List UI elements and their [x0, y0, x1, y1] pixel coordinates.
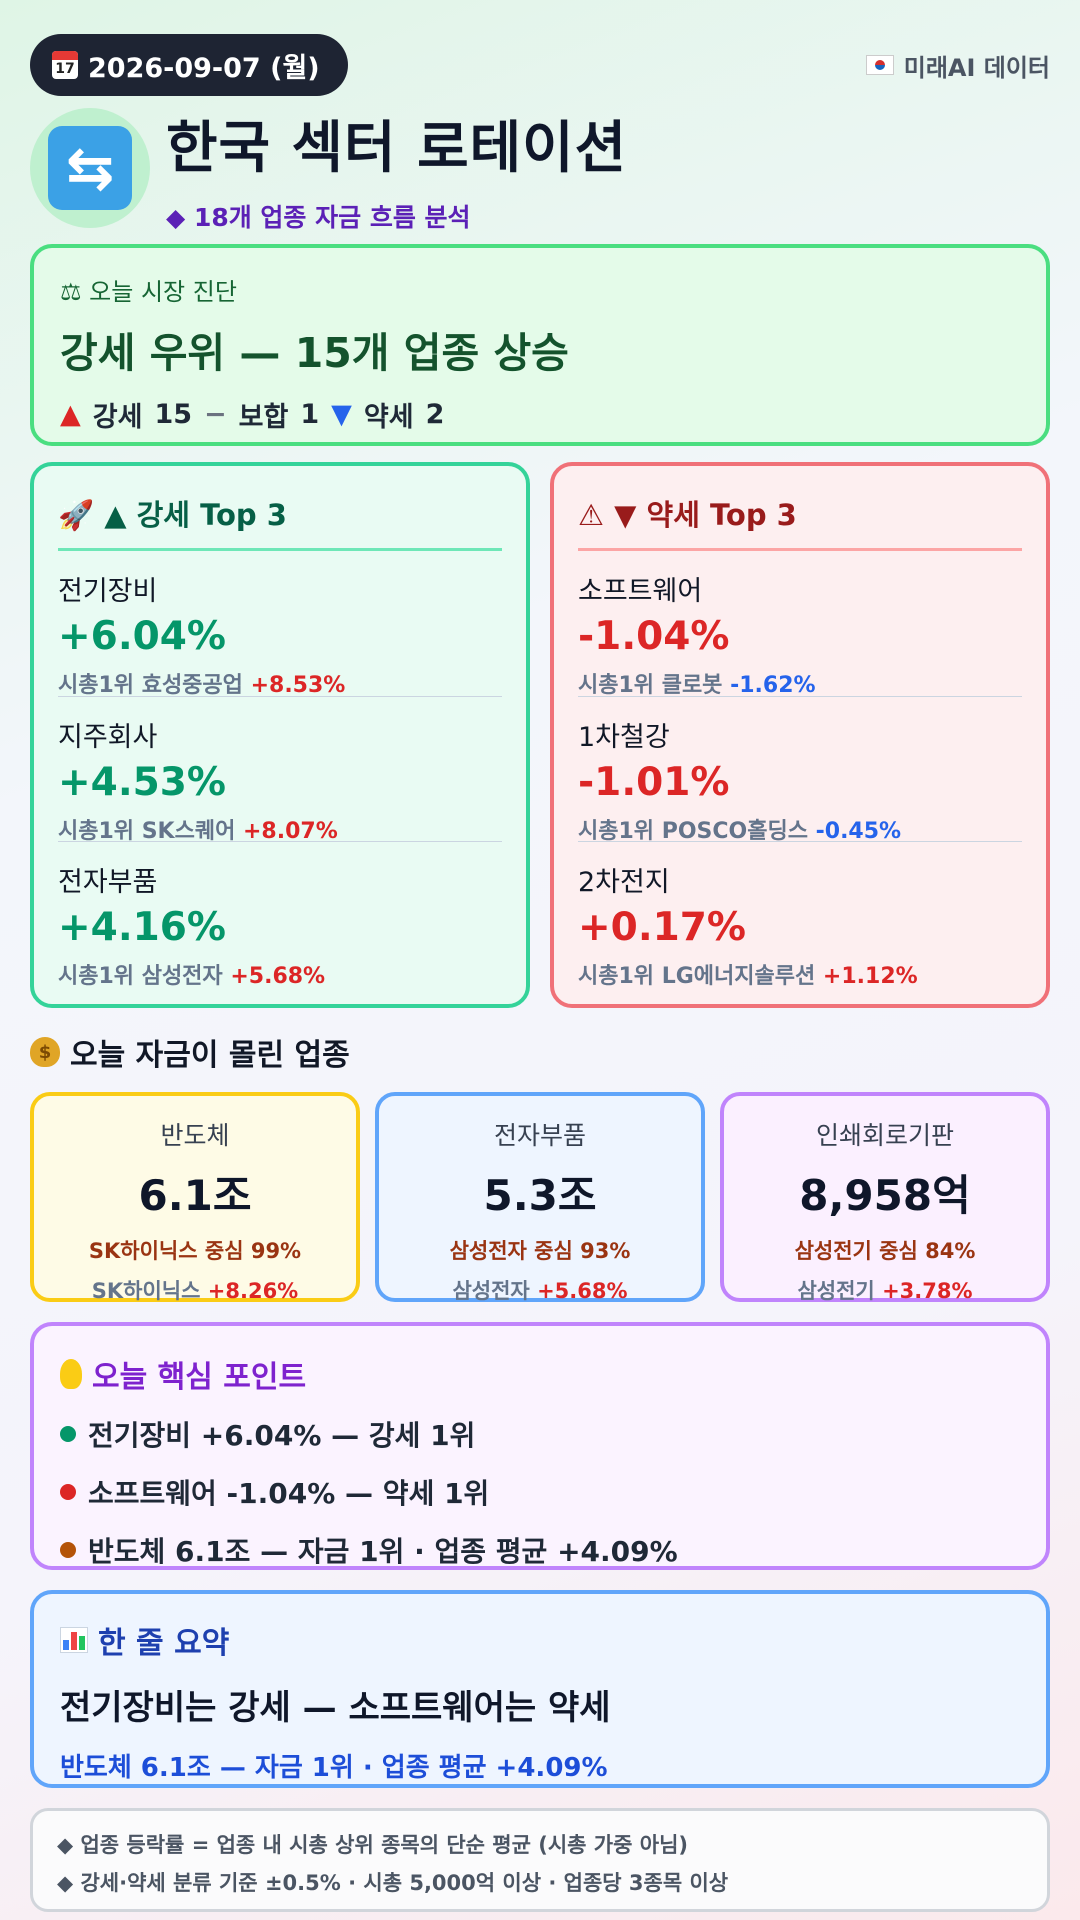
footnote: ◆ 업종 등락률 = 업종 내 시총 상위 종목의 단순 평균 (시총 가중 아… — [57, 1833, 688, 1857]
list-item: 2차전지 +0.17% 시총1위 LG에너지솔루션 +1.12% — [578, 841, 1022, 989]
list-item: 소프트웨어 -1.04% 시총1위 클로봇 -1.62% — [578, 551, 1022, 698]
bar-chart-icon — [60, 1627, 88, 1653]
sector-leader: 시총1위 LG에너지솔루션 +1.12% — [578, 964, 918, 989]
sector-change: +6.04% — [58, 614, 226, 659]
summary-card: 한 줄 요약 전기장비는 강세 — 소프트웨어는 약세 반도체 6.1조 — 자… — [30, 1590, 1050, 1788]
list-item: 전기장비 +6.04% 시총1위 효성중공업 +8.53% — [58, 551, 502, 698]
summary-title: 한 줄 요약 — [60, 1618, 1020, 1662]
rotate-arrows-icon: ⇆ — [48, 126, 132, 210]
sector-leader: 시총1위 SK스퀘어 +8.07% — [58, 819, 338, 844]
lightbulb-icon — [60, 1359, 82, 1389]
money-leader: 삼성전기 +3.78% — [797, 1279, 973, 1303]
key-point: 소프트웨어 -1.04% — 약세 1위 — [60, 1472, 1020, 1512]
sector-leader: 시총1위 POSCO홀딩스 -0.45% — [578, 819, 902, 844]
sector-name: 지주회사 — [58, 722, 158, 753]
bullet-dot-icon — [60, 1542, 76, 1558]
money-card: 전자부품 5.3조 삼성전자 중심 93% 삼성전자 +5.68% — [375, 1092, 705, 1303]
money-leader: 삼성전자 +5.68% — [452, 1279, 628, 1303]
money-amount: 6.1조 — [138, 1171, 252, 1220]
money-sector-name: 반도체 — [160, 1121, 230, 1150]
money-sector-name: 인쇄회로기판 — [815, 1121, 954, 1150]
money-concentration: 삼성전기 중심 84% — [794, 1239, 976, 1263]
page-title: 한국 섹터 로테이션 — [166, 115, 628, 181]
money-bag-icon: $ — [30, 1037, 60, 1067]
title-badge: ⇆ — [30, 108, 150, 228]
sector-name: 전자부품 — [58, 867, 158, 898]
money-amount: 5.3조 — [483, 1171, 597, 1220]
summary-sub: 반도체 6.1조 — 자금 1위 · 업종 평균 +4.09% — [60, 1753, 608, 1783]
money-amount: 8,958억 — [799, 1171, 971, 1220]
warning-icon: ⚠ — [578, 498, 604, 532]
top-row: 2026-09-07 (월) 미래AI 데이터 — [30, 34, 1050, 96]
data-source: 미래AI 데이터 — [865, 48, 1050, 83]
rocket-icon: 🚀 — [58, 498, 95, 532]
bullet-dot-icon — [60, 1426, 76, 1442]
down-triangle-icon: ▼ — [331, 399, 352, 430]
money-sector-name: 전자부품 — [493, 1121, 586, 1150]
diagnosis-headline: 강세 우위 — 15개 업종 상승 — [60, 329, 569, 377]
sector-name: 1차철강 — [578, 722, 670, 753]
money-card: 반도체 6.1조 SK하이닉스 중심 99% SK하이닉스 +8.26% — [30, 1092, 360, 1303]
count-strong-label: 강세 — [92, 402, 143, 433]
page: 2026-09-07 (월) 미래AI 데이터 ⇆ 한국 섹터 로테이션 ◆ 1… — [30, 34, 1050, 1912]
key-point: 반도체 6.1조 — 자금 1위 · 업종 평균 +4.09% — [60, 1530, 1020, 1570]
up-triangle-icon: ▲ — [60, 399, 81, 430]
count-strong-value: 15 — [154, 399, 193, 430]
sector-leader: 시총1위 삼성전자 +5.68% — [58, 964, 326, 989]
date-badge: 2026-09-07 (월) — [30, 34, 348, 96]
footnotes: ◆ 업종 등락률 = 업종 내 시총 상위 종목의 단순 평균 (시총 가중 아… — [30, 1808, 1050, 1912]
money-concentration: SK하이닉스 중심 99% — [88, 1239, 302, 1263]
sector-name: 소프트웨어 — [578, 576, 703, 607]
sector-name: 전기장비 — [58, 576, 158, 607]
diagnosis-counts: ▲ 강세 15 − 보합 1 ▼ 약세 2 — [60, 395, 1020, 434]
sector-name: 2차전지 — [578, 867, 670, 898]
weak-top3-card: ⚠ ▼ 약세 Top 3 소프트웨어 -1.04% 시총1위 클로봇 -1.62… — [550, 462, 1050, 1008]
money-card: 인쇄회로기판 8,958억 삼성전기 중심 84% 삼성전기 +3.78% — [720, 1092, 1050, 1303]
sector-change: +4.53% — [58, 760, 226, 805]
money-cards: 반도체 6.1조 SK하이닉스 중심 99% SK하이닉스 +8.26% 전자부… — [30, 1092, 1050, 1303]
money-section-title: $ 오늘 자금이 몰린 업종 — [30, 1030, 1050, 1074]
count-weak-label: 약세 — [363, 402, 414, 433]
dash-icon: − — [204, 399, 227, 430]
strong-top3-card: 🚀 ▲ 강세 Top 3 전기장비 +6.04% 시총1위 효성중공업 +8.5… — [30, 462, 530, 1008]
money-concentration: 삼성전자 중심 93% — [449, 1239, 631, 1263]
korea-flag-icon — [865, 55, 894, 75]
bullet-dot-icon — [60, 1484, 76, 1500]
list-item: 1차철강 -1.01% 시총1위 POSCO홀딩스 -0.45% — [578, 696, 1022, 844]
title-row: ⇆ 한국 섹터 로테이션 ◆ 18개 업종 자금 흐름 분석 — [30, 106, 1050, 232]
sector-leader: 시총1위 클로봇 -1.62% — [578, 673, 816, 698]
scale-icon: ⚖ — [60, 278, 82, 306]
date-text: 2026-09-07 (월) — [88, 52, 320, 84]
source-text: 미래AI 데이터 — [903, 53, 1050, 82]
count-weak-value: 2 — [425, 399, 445, 430]
weak-top3-title: ⚠ ▼ 약세 Top 3 — [578, 492, 1022, 551]
diagnosis-label: ⚖ 오늘 시장 진단 — [60, 278, 237, 306]
footnote: ◆ 강세·약세 분류 기준 ±0.5% · 시총 5,000억 이상 · 업종당… — [57, 1871, 729, 1895]
market-diagnosis-card: ⚖ 오늘 시장 진단 강세 우위 — 15개 업종 상승 ▲ 강세 15 − 보… — [30, 244, 1050, 446]
key-points-card: 오늘 핵심 포인트 전기장비 +6.04% — 강세 1위 소프트웨어 -1.0… — [30, 1322, 1050, 1570]
sector-leader: 시총1위 효성중공업 +8.53% — [58, 673, 346, 698]
sector-change: -1.01% — [578, 760, 730, 805]
strong-top3-title: 🚀 ▲ 강세 Top 3 — [58, 492, 502, 551]
list-item: 지주회사 +4.53% 시총1위 SK스퀘어 +8.07% — [58, 696, 502, 844]
sector-change: -1.04% — [578, 614, 730, 659]
list-item: 전자부품 +4.16% 시총1위 삼성전자 +5.68% — [58, 841, 502, 989]
sector-change: +4.16% — [58, 905, 226, 950]
top3-section: 🚀 ▲ 강세 Top 3 전기장비 +6.04% 시총1위 효성중공업 +8.5… — [30, 462, 1050, 1008]
key-point: 전기장비 +6.04% — 강세 1위 — [60, 1414, 1020, 1454]
money-leader: SK하이닉스 +8.26% — [91, 1279, 299, 1303]
page-subtitle: ◆ 18개 업종 자금 흐름 분석 — [166, 202, 471, 232]
key-points-title: 오늘 핵심 포인트 — [60, 1352, 1020, 1396]
count-neutral-label: 보합 — [238, 402, 289, 433]
count-neutral-value: 1 — [300, 399, 320, 430]
sector-change: +0.17% — [578, 905, 746, 950]
calendar-icon — [52, 51, 78, 79]
summary-headline: 전기장비는 강세 — 소프트웨어는 약세 — [60, 1688, 611, 1728]
